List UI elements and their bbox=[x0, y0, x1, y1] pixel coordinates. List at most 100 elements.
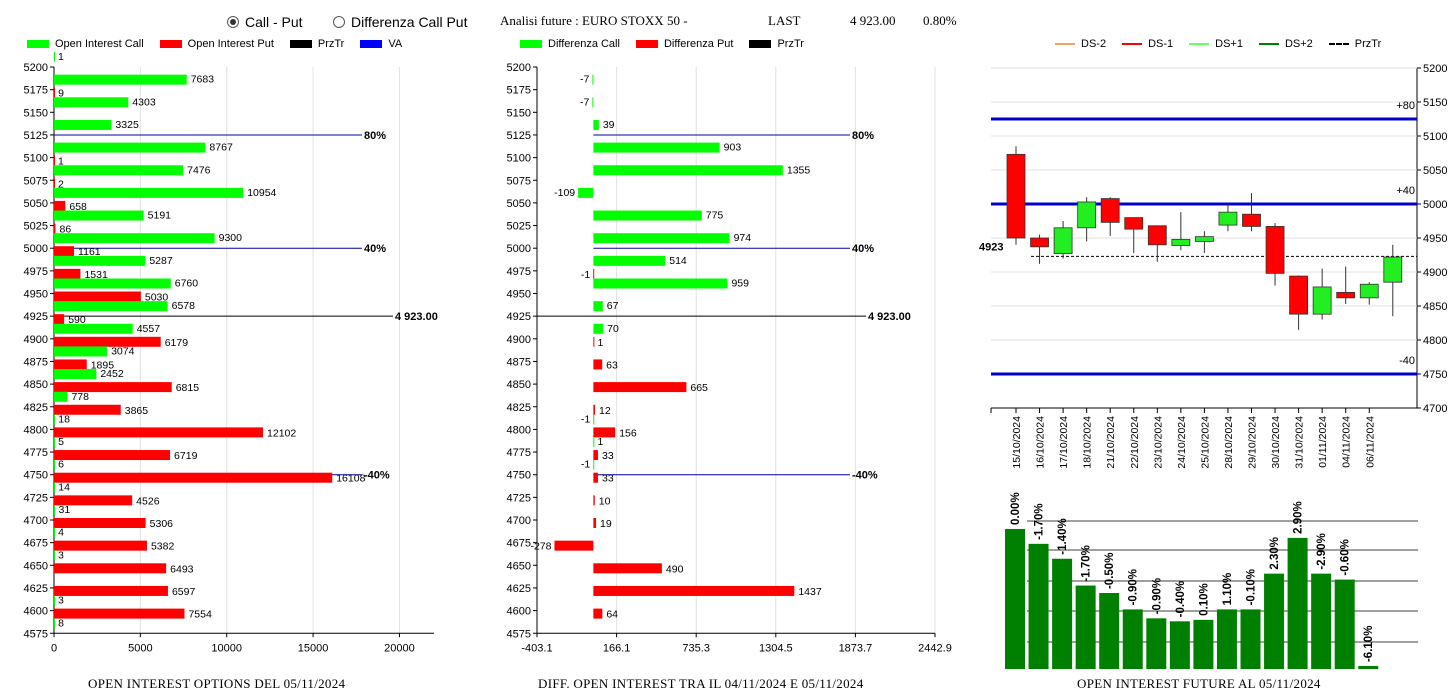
candle-x-tick-label-15: 06/11/2024 bbox=[1364, 416, 1376, 468]
future-bar-label-3: -1.70% bbox=[1081, 545, 1093, 581]
y-tick-label-8: 5000 bbox=[24, 243, 48, 255]
call-bar-label-4775: 1 bbox=[598, 436, 604, 448]
call-bar-5125 bbox=[593, 120, 598, 130]
x-tick-label-5: 2442.9 bbox=[918, 642, 952, 654]
put-bar-4650 bbox=[593, 563, 662, 573]
y-tick-label-9: 4975 bbox=[24, 266, 48, 278]
y-tick-label-13: 4875 bbox=[24, 356, 48, 368]
oi-options-chart: 0 5000 10000 15000 2000052005175515051255100… bbox=[0, 0, 480, 670]
future-bar-label-10: -0.10% bbox=[1246, 569, 1258, 605]
y-tick-label-21: 4675 bbox=[24, 538, 48, 550]
call-bar-label-5125: 3325 bbox=[115, 119, 139, 131]
future-bar-4 bbox=[1099, 593, 1119, 669]
oi-diff-chart: -403.1 166.1 735.3 1304.5 1873.7 2442.9520051… bbox=[480, 0, 980, 670]
candle-x-tick-label-8: 25/10/2024 bbox=[1199, 416, 1211, 469]
future-bar-label-13: -2.90% bbox=[1316, 533, 1328, 569]
put-bar-4600 bbox=[593, 609, 602, 619]
y-tick-label-2: 5150 bbox=[507, 107, 531, 119]
call-bar-label-5000: 9300 bbox=[219, 232, 243, 244]
y-tick-label-6: 5050 bbox=[507, 198, 531, 210]
call-bar-label-5000: 974 bbox=[734, 232, 752, 244]
future-bar-label-2: -1.40% bbox=[1057, 518, 1069, 554]
put-bar-4650 bbox=[54, 563, 166, 573]
call-bar-4775 bbox=[593, 437, 594, 447]
call-bar-label-4675: 4 bbox=[58, 527, 64, 539]
y-tick-label-18: 4750 bbox=[24, 470, 48, 482]
candle-x-tick-label-9: 28/10/2024 bbox=[1223, 416, 1235, 469]
future-bar-15 bbox=[1358, 666, 1378, 669]
future-bar-13 bbox=[1311, 574, 1331, 669]
call-bar-label-4950: 959 bbox=[731, 278, 749, 290]
candle-body-12 bbox=[1290, 276, 1308, 314]
put-bar-label-4825: 12 bbox=[599, 405, 611, 417]
future-candlestick-chart: 4700475048004850490049505000505051005150… bbox=[985, 0, 1452, 480]
y-tick-label-14: 4850 bbox=[507, 379, 531, 391]
call-bar-4750 bbox=[54, 460, 55, 470]
call-bar-label-5075: 1355 bbox=[787, 164, 811, 176]
y-tick-label-11: 4925 bbox=[24, 311, 48, 323]
put-bar-label-4700: 5306 bbox=[150, 518, 174, 530]
put-bar-4600 bbox=[54, 609, 184, 619]
put-bar-4900 bbox=[54, 337, 161, 347]
future-bar-label-11: 2.30% bbox=[1269, 537, 1281, 570]
y-tick-label-20: 4700 bbox=[507, 515, 531, 527]
footer-mid: DIFF. OPEN INTEREST TRA IL 04/11/2024 E … bbox=[538, 676, 864, 692]
put-bar-label-4650: 6493 bbox=[170, 563, 194, 575]
put-bar-label-4625: 1437 bbox=[798, 586, 822, 598]
candle-body-11 bbox=[1266, 226, 1284, 273]
future-bar-label-12: 2.90% bbox=[1293, 501, 1305, 534]
put-bar-label-4600: 7554 bbox=[188, 609, 212, 621]
put-bar-4850 bbox=[593, 382, 686, 392]
call-bar-5125 bbox=[54, 120, 111, 130]
call-bar-4575 bbox=[54, 618, 55, 628]
put-bar-label-4675: -278 bbox=[530, 541, 551, 553]
future-bar-5 bbox=[1123, 609, 1143, 669]
put-bar-label-4850: 665 bbox=[690, 382, 708, 394]
y-tick-label-1: 5175 bbox=[507, 85, 531, 97]
x-tick-label-1: 5000 bbox=[128, 642, 152, 654]
candle-y-tick-label-1: 4750 bbox=[1423, 369, 1447, 381]
candle-body-4 bbox=[1101, 199, 1119, 223]
call-bar-label-4600: 3 bbox=[58, 595, 64, 607]
put-bar-label-4625: 6597 bbox=[172, 586, 196, 598]
put-bar-4975 bbox=[54, 269, 80, 279]
call-bar-label-4925: 67 bbox=[607, 300, 619, 312]
call-bar-label-5125: 39 bbox=[603, 119, 615, 131]
call-bar-5200 bbox=[54, 52, 55, 62]
call-bar-5175 bbox=[54, 75, 187, 85]
y-tick-label-5: 5075 bbox=[24, 175, 48, 187]
call-bar-5000 bbox=[593, 233, 729, 243]
call-bar-5075 bbox=[593, 165, 782, 175]
y-tick-label-2: 5150 bbox=[24, 107, 48, 119]
put-bar-label-4850: 6815 bbox=[176, 382, 200, 394]
put-bar-label-4600: 64 bbox=[606, 609, 618, 621]
candle-x-tick-label-1: 16/10/2024 bbox=[1035, 416, 1047, 469]
y-tick-label-24: 4600 bbox=[24, 606, 48, 618]
y-tick-label-25: 4575 bbox=[507, 628, 531, 640]
put-bar-label-4725: 4526 bbox=[136, 495, 160, 507]
call-bar-4800 bbox=[54, 414, 55, 424]
y-tick-label-24: 4600 bbox=[507, 606, 531, 618]
call-bar-4850 bbox=[54, 369, 96, 379]
put-bar-5000 bbox=[54, 246, 74, 256]
call-bar-label-5175: 7683 bbox=[191, 74, 215, 86]
candle-body-6 bbox=[1148, 226, 1166, 245]
band-label-1: +40 bbox=[1396, 185, 1415, 197]
put-bar-5100 bbox=[54, 156, 55, 166]
put-bar-label-4900: 6179 bbox=[165, 337, 189, 349]
future-bar-2 bbox=[1052, 559, 1072, 669]
y-tick-label-10: 4950 bbox=[24, 289, 48, 301]
y-tick-label-23: 4625 bbox=[507, 583, 531, 595]
candle-body-5 bbox=[1125, 218, 1143, 230]
y-tick-label-15: 4825 bbox=[507, 402, 531, 414]
call-bar-label-4975: 5287 bbox=[149, 255, 173, 267]
candle-y-tick-label-5: 4950 bbox=[1423, 233, 1447, 245]
put-bar-4825 bbox=[593, 405, 595, 415]
candle-body-2 bbox=[1054, 228, 1072, 254]
call-bar-label-5025: 5191 bbox=[148, 210, 172, 222]
x-tick-label-1: 166.1 bbox=[603, 642, 631, 654]
future-bar-label-7: -0.40% bbox=[1175, 581, 1187, 617]
y-tick-label-8: 5000 bbox=[507, 243, 531, 255]
put-bar-4625 bbox=[593, 586, 794, 596]
future-bar-8 bbox=[1193, 620, 1213, 669]
